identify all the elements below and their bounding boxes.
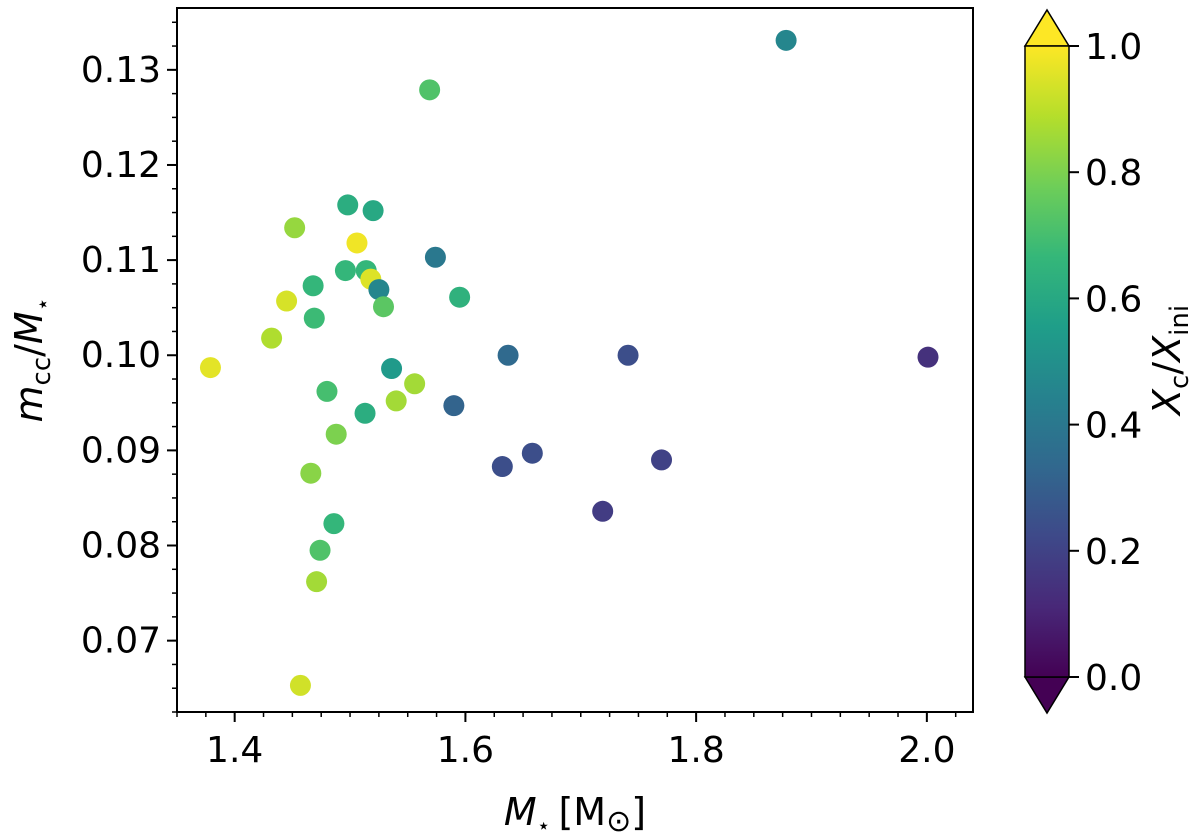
- data-point: [491, 456, 513, 478]
- data-point: [323, 513, 345, 535]
- y-tick-label: 0.08: [81, 526, 161, 567]
- data-point: [372, 296, 394, 318]
- x-tick-label: 1.4: [206, 730, 263, 771]
- colorbar: 0.0 0.2 0.4 0.6 0.8 1.0: [1023, 8, 1142, 715]
- data-point: [334, 260, 356, 282]
- data-point: [424, 246, 446, 268]
- colorbar-tick-label: 0.0: [1085, 658, 1142, 699]
- data-point: [521, 442, 543, 464]
- x-tick-label: 1.6: [437, 730, 494, 771]
- data-point: [289, 674, 311, 696]
- colorbar-gradient: [1024, 45, 1070, 678]
- data-point: [368, 279, 390, 301]
- data-point: [325, 423, 347, 445]
- data-point: [346, 232, 368, 254]
- x-tick-label: 2.0: [898, 730, 955, 771]
- data-point: [617, 344, 639, 366]
- data-point: [651, 449, 673, 471]
- data-point: [419, 79, 441, 101]
- data-point: [316, 380, 338, 402]
- data-point: [362, 200, 384, 222]
- data-point: [497, 344, 519, 366]
- data-point: [300, 462, 322, 484]
- y-tick-label: 0.07: [81, 621, 161, 662]
- colorbar-tick-label: 0.2: [1085, 532, 1142, 573]
- data-point: [199, 357, 221, 379]
- x-axis-label: M⋆ [M⊙]: [504, 790, 646, 837]
- data-point: [443, 395, 465, 417]
- plot-area: [199, 29, 939, 696]
- y-tick-label: 0.13: [81, 50, 161, 91]
- colorbar-tick-label: 0.8: [1085, 153, 1142, 194]
- colorbar-label: Xc/Xini: [1145, 305, 1195, 417]
- data-point: [309, 539, 331, 561]
- data-point: [261, 327, 283, 349]
- data-point: [775, 29, 797, 51]
- data-point: [592, 500, 614, 522]
- colorbar-extend-min: [1023, 676, 1071, 715]
- y-tick-label: 0.11: [81, 240, 161, 281]
- data-point: [404, 373, 426, 395]
- colorbar-tick-label: 0.4: [1085, 406, 1142, 447]
- data-point: [917, 346, 939, 368]
- y-tick-label: 0.10: [81, 335, 161, 376]
- colorbar-tick-label: 0.6: [1085, 279, 1142, 320]
- y-axis-label: mcc/M⋆: [7, 297, 57, 422]
- data-point: [354, 402, 376, 424]
- data-point: [303, 307, 325, 329]
- x-tick-label: 1.8: [667, 730, 724, 771]
- plot-frame: [176, 7, 974, 713]
- y-tick-label: 0.12: [81, 145, 161, 186]
- colorbar-tick-label: 1.0: [1085, 27, 1142, 68]
- y-tick-label: 0.09: [81, 430, 161, 471]
- data-point: [337, 194, 359, 216]
- data-point: [302, 275, 324, 297]
- data-point: [385, 390, 407, 412]
- data-point: [449, 286, 471, 308]
- colorbar-extend-max: [1023, 8, 1071, 47]
- data-point: [276, 290, 298, 312]
- data-point: [381, 358, 403, 380]
- data-point: [284, 217, 306, 239]
- data-point: [306, 571, 328, 593]
